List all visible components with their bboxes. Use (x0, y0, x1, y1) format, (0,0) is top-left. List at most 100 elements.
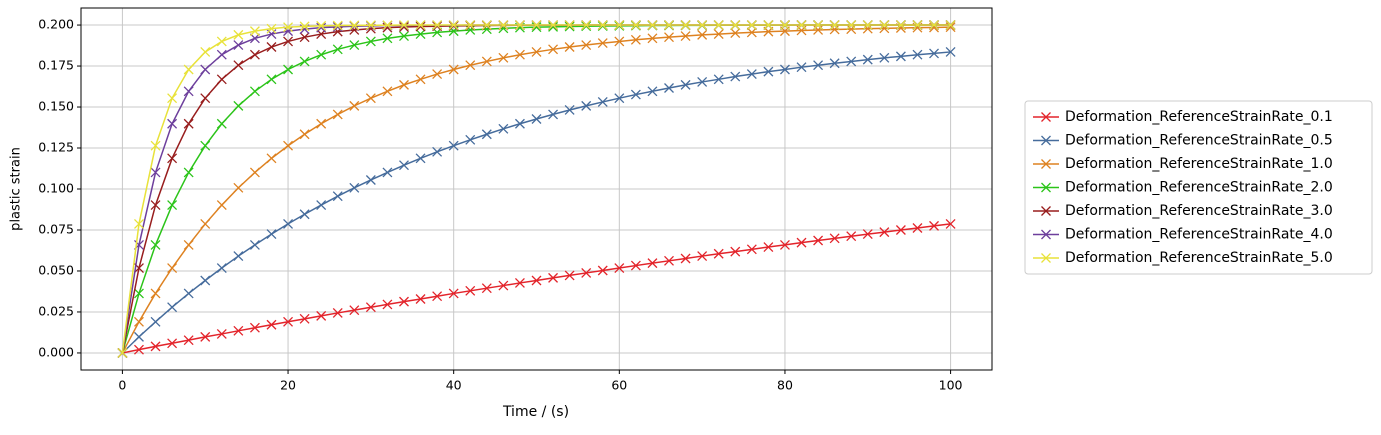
marker (266, 153, 277, 164)
marker (200, 64, 211, 75)
y-tick-label: 0.050 (38, 262, 74, 277)
marker (730, 28, 741, 39)
marker (763, 66, 774, 77)
marker (183, 167, 194, 178)
marker (614, 20, 625, 31)
marker (647, 33, 658, 44)
x-tick-label: 60 (611, 378, 627, 393)
marker (581, 40, 592, 51)
marker (233, 60, 244, 71)
marker (415, 74, 426, 85)
y-tick-label: 0.150 (38, 99, 74, 114)
marker (167, 263, 178, 273)
marker (564, 42, 575, 52)
marker (167, 153, 178, 164)
legend-label: Deformation_ReferenceStrainRate_4.0 (1065, 227, 1333, 243)
marker (879, 20, 890, 31)
marker (664, 255, 674, 266)
marker (813, 235, 824, 246)
marker (829, 24, 840, 35)
marker (150, 239, 161, 250)
marker (399, 31, 409, 41)
x-tick-label: 100 (939, 378, 963, 393)
marker (680, 79, 691, 90)
marker (266, 229, 277, 240)
marker (779, 239, 790, 250)
marker (233, 182, 244, 193)
marker (117, 347, 128, 358)
marker (481, 56, 492, 67)
marker (945, 218, 956, 229)
marker (150, 167, 161, 178)
marker (249, 49, 260, 60)
marker (531, 22, 542, 33)
marker (150, 341, 161, 352)
marker (399, 160, 409, 171)
plot-frame (80, 7, 993, 371)
marker (713, 29, 724, 40)
marker (531, 20, 542, 31)
marker (647, 258, 658, 269)
marker (879, 52, 890, 63)
marker (432, 20, 443, 31)
marker (813, 25, 824, 35)
marker (465, 20, 476, 31)
legend-label: Deformation_ReferenceStrainRate_0.5 (1065, 133, 1333, 149)
marker (862, 54, 873, 65)
legend-label: Deformation_ReferenceStrainRate_0.1 (1065, 109, 1333, 125)
marker (846, 20, 857, 31)
marker (581, 20, 592, 31)
marker (1041, 112, 1051, 122)
marker (299, 129, 310, 140)
marker (399, 79, 409, 90)
marker (365, 36, 376, 47)
marker (167, 200, 178, 211)
marker (697, 20, 708, 31)
marker (846, 231, 857, 242)
marker (233, 29, 244, 40)
marker (134, 288, 144, 299)
marker (929, 20, 939, 31)
x-tick-label: 40 (446, 378, 462, 393)
marker (713, 20, 724, 31)
marker (597, 96, 608, 107)
x-tick-label: 20 (280, 378, 296, 393)
marker (647, 20, 658, 31)
marker (183, 239, 194, 250)
marker (796, 62, 807, 73)
marker (630, 89, 641, 100)
marker (498, 20, 509, 31)
marker (581, 267, 592, 278)
marker (465, 25, 476, 35)
marker (200, 275, 211, 286)
marker (680, 31, 691, 41)
marker (564, 20, 575, 31)
marker (929, 48, 939, 59)
marker (249, 322, 260, 333)
marker (879, 227, 890, 238)
marker (399, 22, 409, 32)
legend-label: Deformation_ReferenceStrainRate_2.0 (1065, 180, 1333, 196)
marker (730, 246, 741, 257)
marker (697, 29, 708, 40)
marker (597, 38, 608, 49)
marker (895, 225, 906, 235)
x-axis-label: Time / (s) (502, 404, 569, 420)
marker (531, 114, 542, 124)
marker (1041, 135, 1051, 146)
marker (846, 56, 857, 67)
marker (365, 302, 376, 313)
marker (150, 200, 161, 211)
marker (680, 20, 691, 31)
marker (895, 51, 906, 62)
marker (150, 316, 161, 327)
marker (432, 291, 443, 302)
marker (564, 270, 575, 281)
marker (332, 44, 343, 55)
marker (713, 248, 724, 259)
marker (283, 64, 294, 75)
legend-label: Deformation_ReferenceStrainRate_5.0 (1065, 250, 1333, 266)
marker (481, 283, 492, 294)
marker (1041, 229, 1051, 240)
marker (283, 316, 294, 327)
